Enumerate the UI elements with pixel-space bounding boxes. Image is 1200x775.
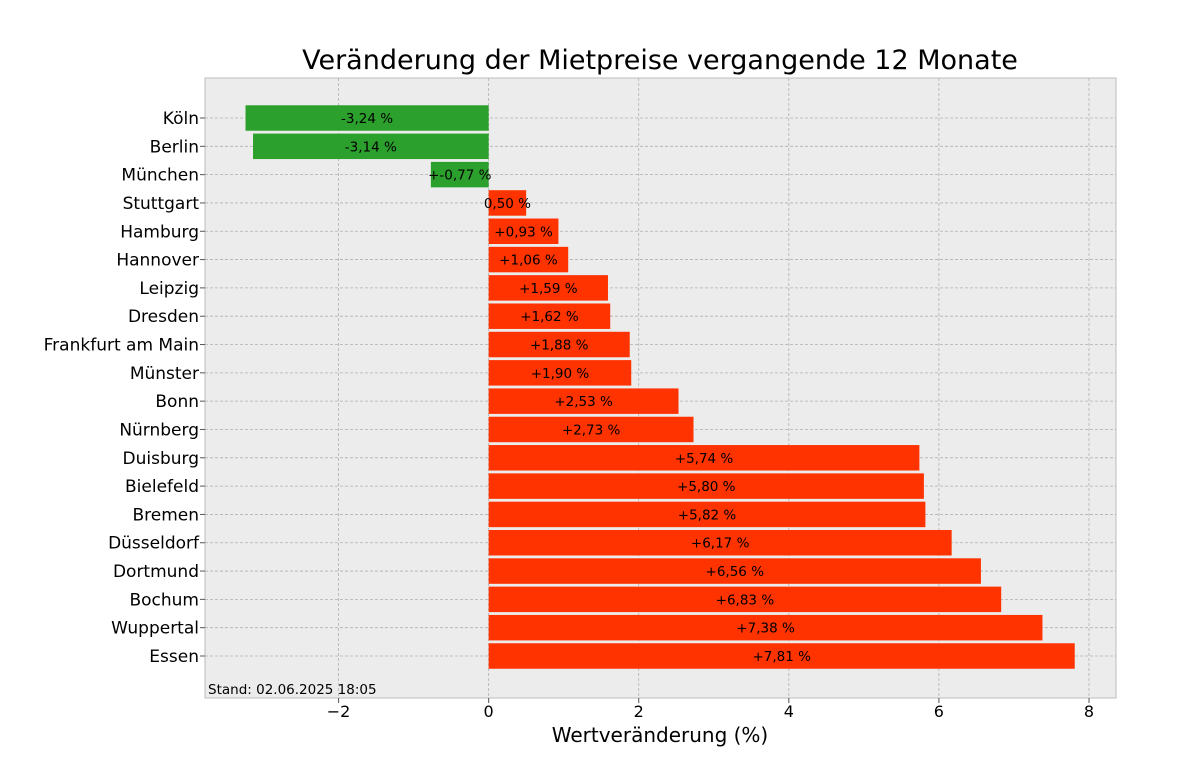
bar — [488, 558, 981, 584]
bar — [488, 360, 632, 386]
bar-value-label: +2,73 % — [562, 422, 621, 438]
bar — [488, 246, 569, 273]
bar — [488, 190, 527, 216]
category-label: Duisburg — [123, 449, 200, 469]
category-label: Münster — [130, 364, 199, 384]
bar — [488, 643, 1075, 669]
category-label: Nürnberg — [119, 420, 199, 440]
bar — [488, 331, 630, 358]
x-tick-labels: −2 0 2 4 6 8 — [327, 698, 1094, 721]
bar-value-label: +1,90 % — [531, 366, 590, 382]
bar-value-label: -3,24 % — [341, 111, 393, 127]
bar — [488, 529, 952, 556]
bar-value-label: +1,06 % — [499, 253, 558, 269]
category-label: München — [121, 166, 199, 186]
bars — [245, 105, 1075, 669]
timestamp-footnote: Stand: 02.06.2025 18:05 — [208, 682, 377, 698]
category-label: Stuttgart — [123, 194, 200, 214]
category-label: Düsseldorf — [108, 534, 200, 554]
category-label: Dresden — [128, 307, 199, 327]
category-label: Leipzig — [139, 279, 199, 299]
category-label: Bochum — [129, 590, 199, 610]
category-label: Berlin — [150, 137, 199, 157]
bar — [488, 416, 694, 443]
category-label: Dortmund — [113, 562, 199, 582]
bar — [488, 473, 924, 499]
bar-value-label: +1,88 % — [530, 338, 589, 354]
bar-value-label: +5,74 % — [675, 451, 734, 467]
category-label: Essen — [149, 647, 199, 667]
bar — [488, 218, 559, 245]
bar — [488, 388, 679, 414]
bar — [488, 275, 608, 301]
category-label: Köln — [163, 109, 199, 129]
bar-value-label: +7,81 % — [752, 649, 811, 665]
bar-value-label: +6,56 % — [706, 564, 765, 580]
bar-value-label: +1,62 % — [520, 309, 579, 325]
bar-value-label: +-0,77 % — [428, 168, 492, 184]
category-label: Frankfurt am Main — [44, 336, 199, 356]
data-labels: -3,24 % -3,14 % +-0,77 % 0,50 % +0,93 % +1,06… — [341, 111, 811, 665]
x-tick-label: 0 — [484, 702, 494, 721]
category-label: Bonn — [155, 392, 199, 412]
bar-value-label: +6,17 % — [691, 536, 750, 552]
x-tick-label: 2 — [634, 702, 644, 721]
x-tick-label: −2 — [327, 702, 351, 721]
category-label: Bremen — [132, 505, 199, 525]
x-tick-label: 6 — [934, 702, 944, 721]
x-tick-label: 8 — [1084, 702, 1094, 721]
bar-value-label: +2,53 % — [554, 394, 613, 410]
bar — [488, 303, 611, 329]
bar-value-label: +6,83 % — [716, 592, 775, 608]
x-tick-label: 4 — [784, 702, 794, 721]
category-label: Bielefeld — [125, 477, 199, 497]
bar-value-label: +5,82 % — [678, 507, 737, 523]
bar — [488, 586, 1002, 613]
bar — [253, 133, 489, 160]
bar-value-label: +1,59 % — [519, 281, 578, 297]
category-label: Wuppertal — [111, 619, 199, 639]
bar-value-label: +5,80 % — [677, 479, 736, 495]
bar-value-label: -3,14 % — [345, 139, 397, 155]
bar-value-label: 0,50 % — [484, 196, 531, 212]
bar — [488, 501, 926, 528]
category-label: Hannover — [116, 251, 199, 271]
category-label: Hamburg — [120, 222, 199, 242]
category-labels: Köln Berlin München Stuttgart Hamburg Hannove… — [44, 109, 205, 667]
bar — [488, 445, 920, 471]
bar — [488, 614, 1043, 641]
bar — [245, 105, 489, 131]
bar-value-label: +7,38 % — [736, 621, 795, 637]
bar — [430, 161, 489, 188]
chart-title: Veränderung der Mietpreise vergangende 1… — [302, 45, 1018, 76]
bar-value-label: +0,93 % — [494, 224, 553, 240]
x-axis-label: Wertveränderung (%) — [552, 723, 769, 747]
